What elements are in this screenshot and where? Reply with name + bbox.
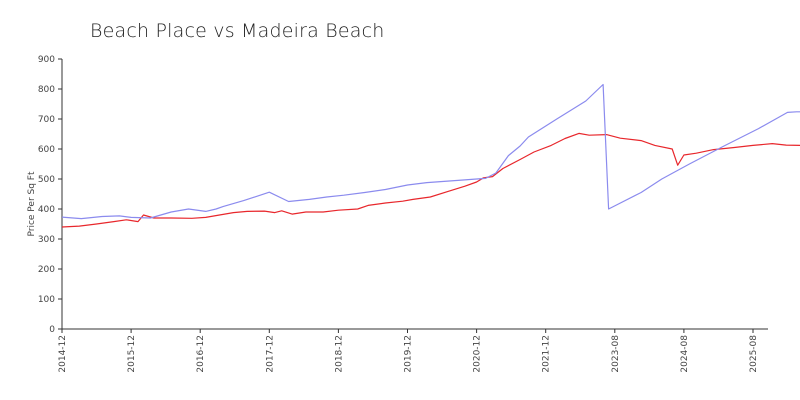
x-tick-label: 2018-12 (334, 335, 344, 373)
x-tick-label: 2015-12 (127, 335, 137, 373)
x-tick-label: 2017-12 (265, 335, 275, 373)
chart-title: Beach Place vs Madeira Beach (90, 20, 385, 42)
x-tick-label: 2014-12 (58, 335, 68, 373)
y-axis-title: Price Per Sq Ft (27, 171, 37, 236)
y-tick-label: 900 (38, 55, 55, 65)
x-tick-label: 2020-12 (473, 335, 483, 373)
y-tick-label: 800 (38, 85, 55, 95)
y-tick-label: 100 (38, 295, 55, 305)
y-tick-label: 200 (38, 265, 55, 275)
series-line-1 (61, 132, 800, 228)
y-tick-label: 500 (38, 175, 55, 185)
y-tick-label: 0 (49, 325, 55, 335)
x-tick-label: 2021-12 (542, 335, 552, 373)
y-tick-label: 600 (38, 145, 55, 155)
y-tick-label: 400 (38, 205, 55, 215)
y-tick-label: 700 (38, 115, 55, 125)
plot-area: 0 100 200 300 400 500 600 700 800 900 2014-12 2015-… (27, 55, 800, 373)
x-tick-label: 2019-12 (404, 335, 414, 373)
x-tick-label: 2025-08 (749, 335, 759, 373)
y-tick-label: 300 (38, 235, 55, 245)
series-line-2 (61, 83, 800, 220)
x-tick-label: 2023-08 (611, 335, 621, 373)
x-tick-label: 2016-12 (196, 335, 206, 373)
x-tick-label: 2024-08 (680, 335, 690, 373)
